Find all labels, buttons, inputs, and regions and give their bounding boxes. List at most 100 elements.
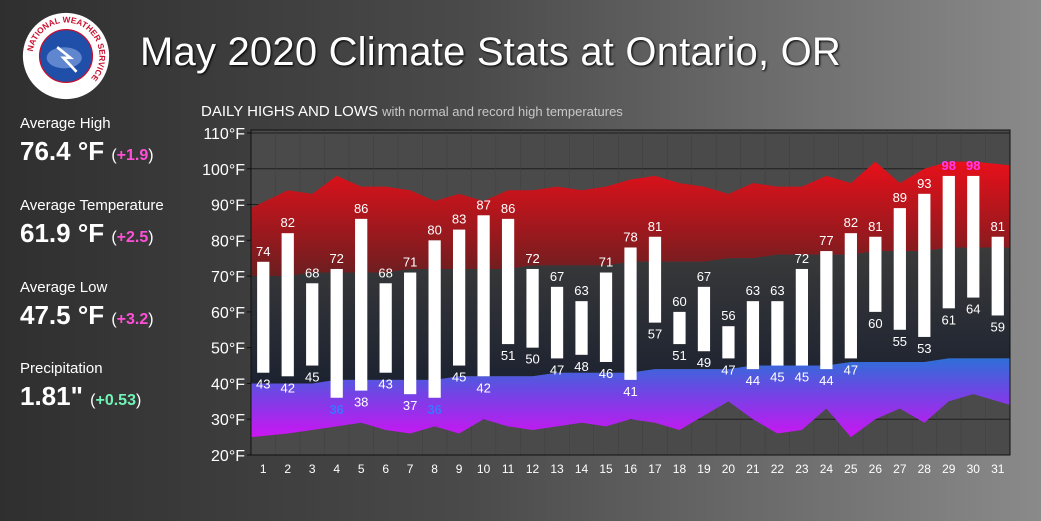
x-tick-label: 18 <box>673 462 687 476</box>
y-tick-label: 20°F <box>211 448 245 465</box>
stat-number: 1.81" <box>20 381 91 411</box>
x-tick-label: 28 <box>918 462 932 476</box>
temp-bar <box>624 247 637 380</box>
high-label: 82 <box>280 215 294 230</box>
y-tick-label: 70°F <box>211 269 245 286</box>
x-tick-label: 17 <box>648 462 662 476</box>
high-label: 80 <box>427 222 441 237</box>
low-label: 48 <box>574 359 588 374</box>
x-tick-label: 4 <box>333 462 340 476</box>
stat-value: 61.9 °F (+2.5) <box>20 218 164 249</box>
temp-bar <box>452 229 466 366</box>
low-label: 59 <box>991 319 1005 334</box>
temp-bar <box>673 311 686 345</box>
x-tick-label: 15 <box>599 462 613 476</box>
x-tick-label: 5 <box>358 462 365 476</box>
low-label: 45 <box>795 370 809 385</box>
stat-number: 76.4 °F <box>20 136 112 166</box>
low-label: 57 <box>648 327 662 342</box>
x-tick-label: 1 <box>260 462 267 476</box>
temp-bar <box>599 272 613 362</box>
temp-bar <box>967 175 980 298</box>
low-label: 37 <box>403 398 417 413</box>
temp-bar <box>550 286 564 359</box>
high-label: 72 <box>525 251 539 266</box>
temp-bar <box>722 326 735 359</box>
temp-bar <box>477 215 490 377</box>
temp-bar <box>771 301 784 366</box>
low-label: 42 <box>280 380 294 395</box>
x-tick-label: 3 <box>309 462 316 476</box>
stat-label: Average High <box>20 115 111 132</box>
high-label: 56 <box>721 308 735 323</box>
x-tick-label: 24 <box>820 462 834 476</box>
low-label: 42 <box>476 380 490 395</box>
y-tick-label: 60°F <box>211 305 245 322</box>
x-tick-label: 10 <box>477 462 491 476</box>
stat-departure: (+2.5) <box>111 229 154 246</box>
chart-subtitle: DAILY HIGHS AND LOWS with normal and rec… <box>201 103 623 120</box>
x-tick-label: 7 <box>407 462 414 476</box>
nws-logo-icon: NATIONAL WEATHER SERVICE <box>22 12 110 100</box>
stat-average-high: Average High 76.4 °F (+1.9) <box>20 115 154 167</box>
high-label: 68 <box>378 265 392 280</box>
x-tick-label: 9 <box>456 462 463 476</box>
low-label: 55 <box>893 334 907 349</box>
temp-bar <box>379 283 392 373</box>
low-label: 49 <box>697 355 711 370</box>
high-label: 63 <box>746 283 760 298</box>
stat-average-temperature: Average Temperature 61.9 °F (+2.5) <box>20 197 164 249</box>
temp-bar <box>746 301 760 370</box>
low-label: 44 <box>746 373 760 388</box>
temp-bar <box>501 218 515 345</box>
high-label: 81 <box>868 219 882 234</box>
temp-bar <box>526 268 539 348</box>
temp-bar <box>355 218 368 391</box>
high-label: 83 <box>452 212 466 227</box>
stat-number: 47.5 °F <box>20 300 112 330</box>
high-label: 68 <box>305 265 319 280</box>
temp-bar <box>257 261 270 373</box>
y-tick-label: 80°F <box>211 233 245 250</box>
high-label: 72 <box>329 251 343 266</box>
x-tick-label: 16 <box>624 462 638 476</box>
low-label: 36 <box>329 402 343 417</box>
low-label: 47 <box>721 362 735 377</box>
x-tick-label: 13 <box>550 462 564 476</box>
low-label: 47 <box>550 362 564 377</box>
high-label: 89 <box>893 190 907 205</box>
temp-bar <box>942 175 955 309</box>
temp-bar <box>330 268 343 398</box>
low-label: 36 <box>427 402 441 417</box>
low-label: 47 <box>844 362 858 377</box>
x-tick-label: 27 <box>893 462 907 476</box>
low-label: 45 <box>452 370 466 385</box>
x-tick-label: 14 <box>575 462 589 476</box>
chart-subtitle-note: with normal and record high temperatures <box>382 104 623 119</box>
low-label: 61 <box>942 312 956 327</box>
x-tick-label: 8 <box>431 462 438 476</box>
stat-label: Precipitation <box>20 360 103 377</box>
stat-departure: (+3.2) <box>111 311 154 328</box>
high-label: 74 <box>256 244 270 259</box>
x-tick-label: 6 <box>382 462 389 476</box>
low-label: 51 <box>672 348 686 363</box>
temp-bar <box>404 272 417 395</box>
stat-precipitation: Precipitation 1.81" (+0.53) <box>20 360 141 412</box>
high-label: 93 <box>917 176 931 191</box>
high-label: 71 <box>403 255 417 270</box>
temp-bar <box>648 236 662 323</box>
high-label: 86 <box>501 201 515 216</box>
stat-number: 61.9 °F <box>20 218 112 248</box>
page-title: May 2020 Climate Stats at Ontario, OR <box>140 30 842 74</box>
temp-bar <box>428 240 441 398</box>
temp-bar <box>575 301 588 355</box>
x-tick-label: 22 <box>771 462 785 476</box>
temp-bar <box>844 233 857 359</box>
high-label: 98 <box>966 158 980 173</box>
low-label: 46 <box>599 366 613 381</box>
x-tick-label: 19 <box>697 462 711 476</box>
stat-departure: (+1.9) <box>111 147 154 164</box>
high-label: 81 <box>648 219 662 234</box>
